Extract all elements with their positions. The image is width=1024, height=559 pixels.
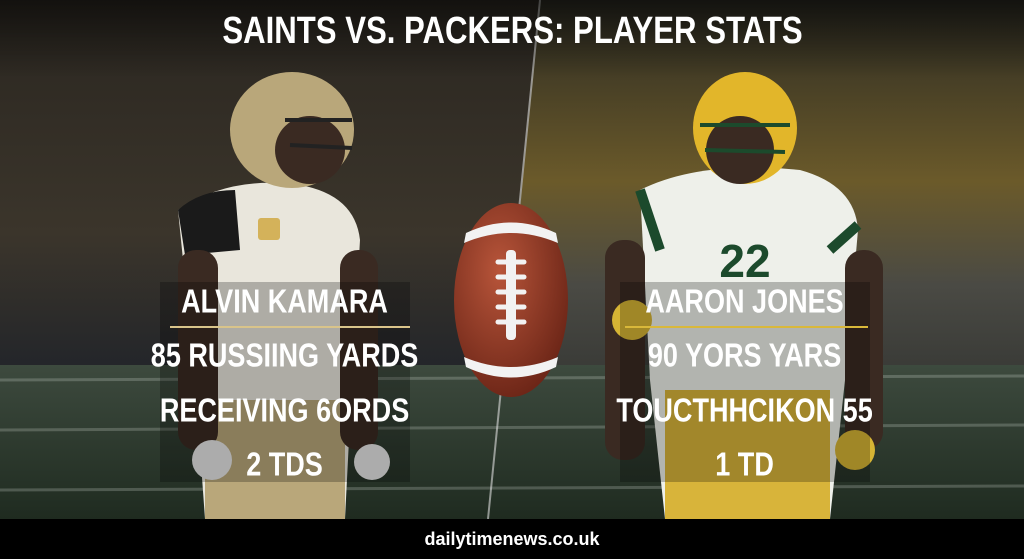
title: SAINTS VS. PACKERS: PLAYER STATS [222, 10, 802, 52]
source: dailytimenews.co.uk [424, 529, 600, 549]
left-panel [160, 282, 410, 482]
player-stat: TOUCTHHCIKON 55 [616, 393, 872, 429]
player-stat: 90 YORS YARS [648, 338, 841, 374]
left-player [178, 72, 390, 519]
player-stat: 85 RUSSIING YARDS [151, 338, 419, 374]
jersey-number: 22 [719, 235, 770, 287]
player-name: ALVIN KAMARA [181, 284, 388, 320]
football [454, 203, 568, 397]
player-stat: RECEIVING 6ORDS [160, 393, 409, 429]
player-name: AARON JONES [645, 284, 843, 320]
right-panel [620, 282, 870, 482]
player-stat: 1 TD [715, 447, 774, 483]
player-stat: 2 TDS [246, 447, 323, 483]
right-player: 22 [605, 72, 883, 519]
footer-bar [0, 519, 1024, 559]
